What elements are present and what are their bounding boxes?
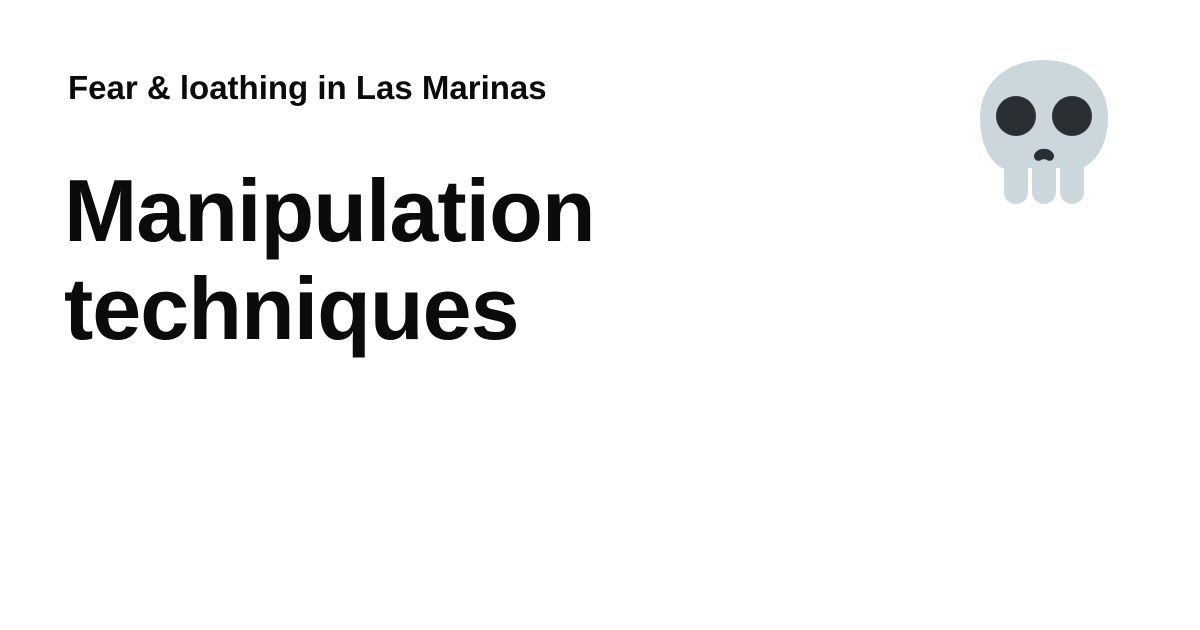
post-title: Manipulation techniques (64, 161, 596, 358)
site-name: Fear & loathing in Las Marinas (68, 69, 547, 106)
skull-icon (980, 60, 1108, 204)
